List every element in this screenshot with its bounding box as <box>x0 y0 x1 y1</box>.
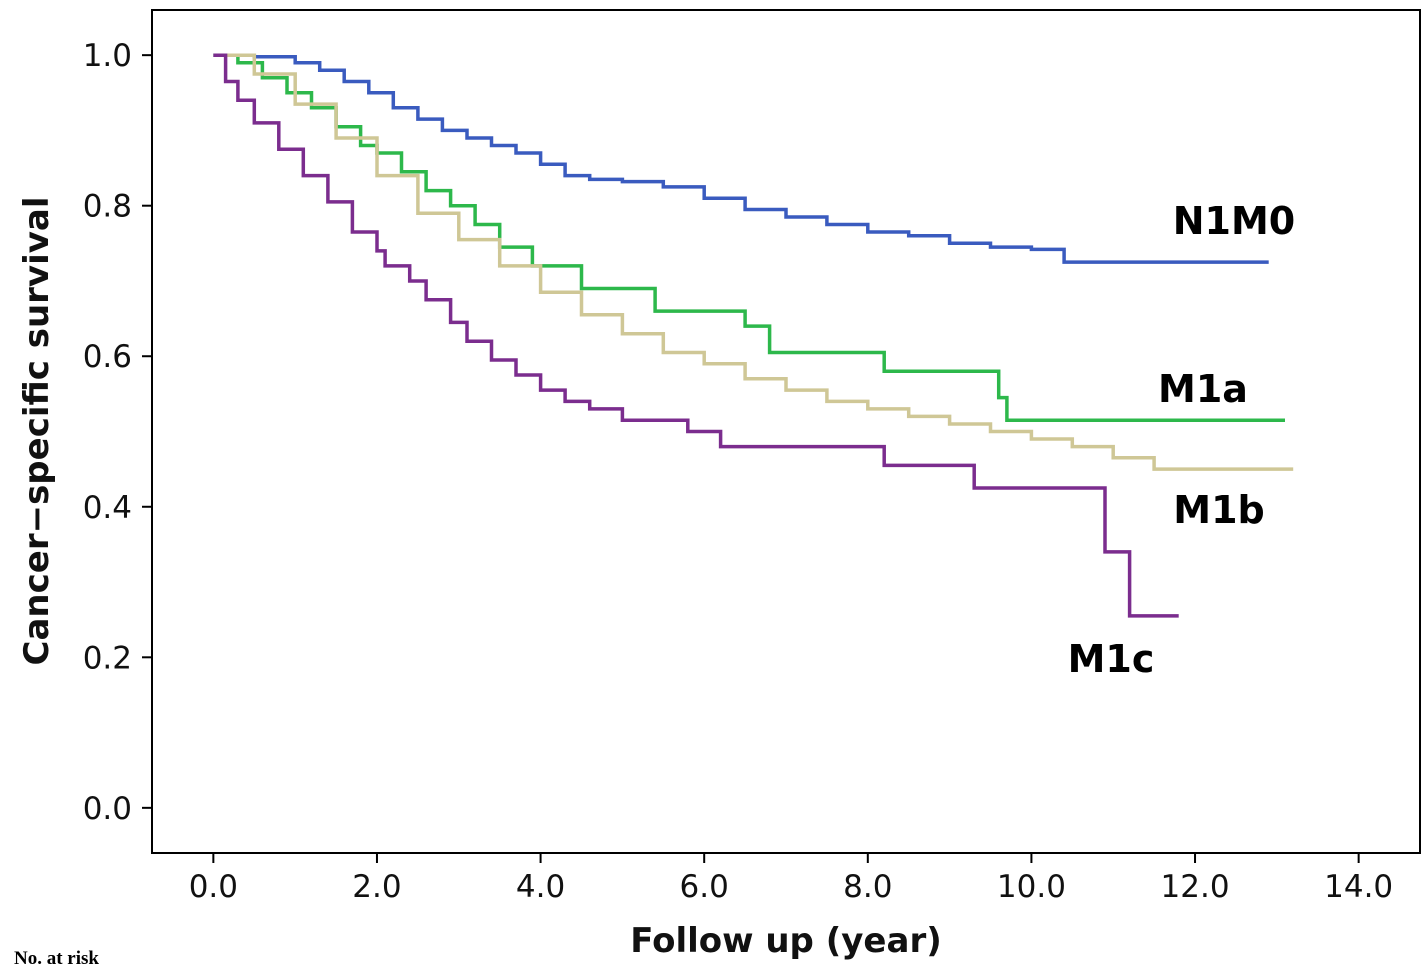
series-label-m1a: M1a <box>1158 367 1248 411</box>
series-label-m1b: M1b <box>1173 488 1264 532</box>
no-at-risk-label: No. at risk <box>14 948 99 969</box>
x-tick-label: 14.0 <box>1324 869 1393 905</box>
series-line-n1m0 <box>213 53 1269 264</box>
y-tick-label: 0.0 <box>83 791 132 827</box>
y-tick-label: 0.2 <box>83 640 132 676</box>
y-axis-ticks: 0.0 0.2 0.4 0.6 0.8 1.0 <box>83 38 152 827</box>
x-tick-label: 4.0 <box>516 869 565 905</box>
y-tick-label: 0.6 <box>83 339 132 375</box>
y-tick-label: 0.8 <box>83 189 132 225</box>
series-lines <box>213 53 1294 618</box>
series-labels: N1M0 M1a M1b M1c <box>1068 199 1296 681</box>
x-tick-label: 2.0 <box>352 869 401 905</box>
y-axis-title: Cancer−specific survival <box>17 197 57 666</box>
x-axis-title: Follow up (year) <box>630 921 942 961</box>
plot-frame <box>151 9 1421 854</box>
x-tick-label: 0.0 <box>189 869 238 905</box>
series-label-m1c: M1c <box>1068 637 1155 681</box>
x-axis-ticks: 0.0 2.0 4.0 6.0 8.0 10.0 12.0 14.0 <box>189 853 1393 905</box>
y-tick-label: 0.4 <box>83 490 132 526</box>
x-tick-label: 10.0 <box>997 869 1066 905</box>
series-line-m1a <box>213 53 1285 422</box>
series-line-m1c <box>213 53 1179 618</box>
series-line-m1b <box>213 53 1294 471</box>
x-tick-label: 8.0 <box>843 869 892 905</box>
y-tick-label: 1.0 <box>83 38 132 74</box>
x-tick-label: 6.0 <box>680 869 729 905</box>
x-tick-label: 12.0 <box>1161 869 1230 905</box>
series-label-n1m0: N1M0 <box>1173 199 1296 243</box>
